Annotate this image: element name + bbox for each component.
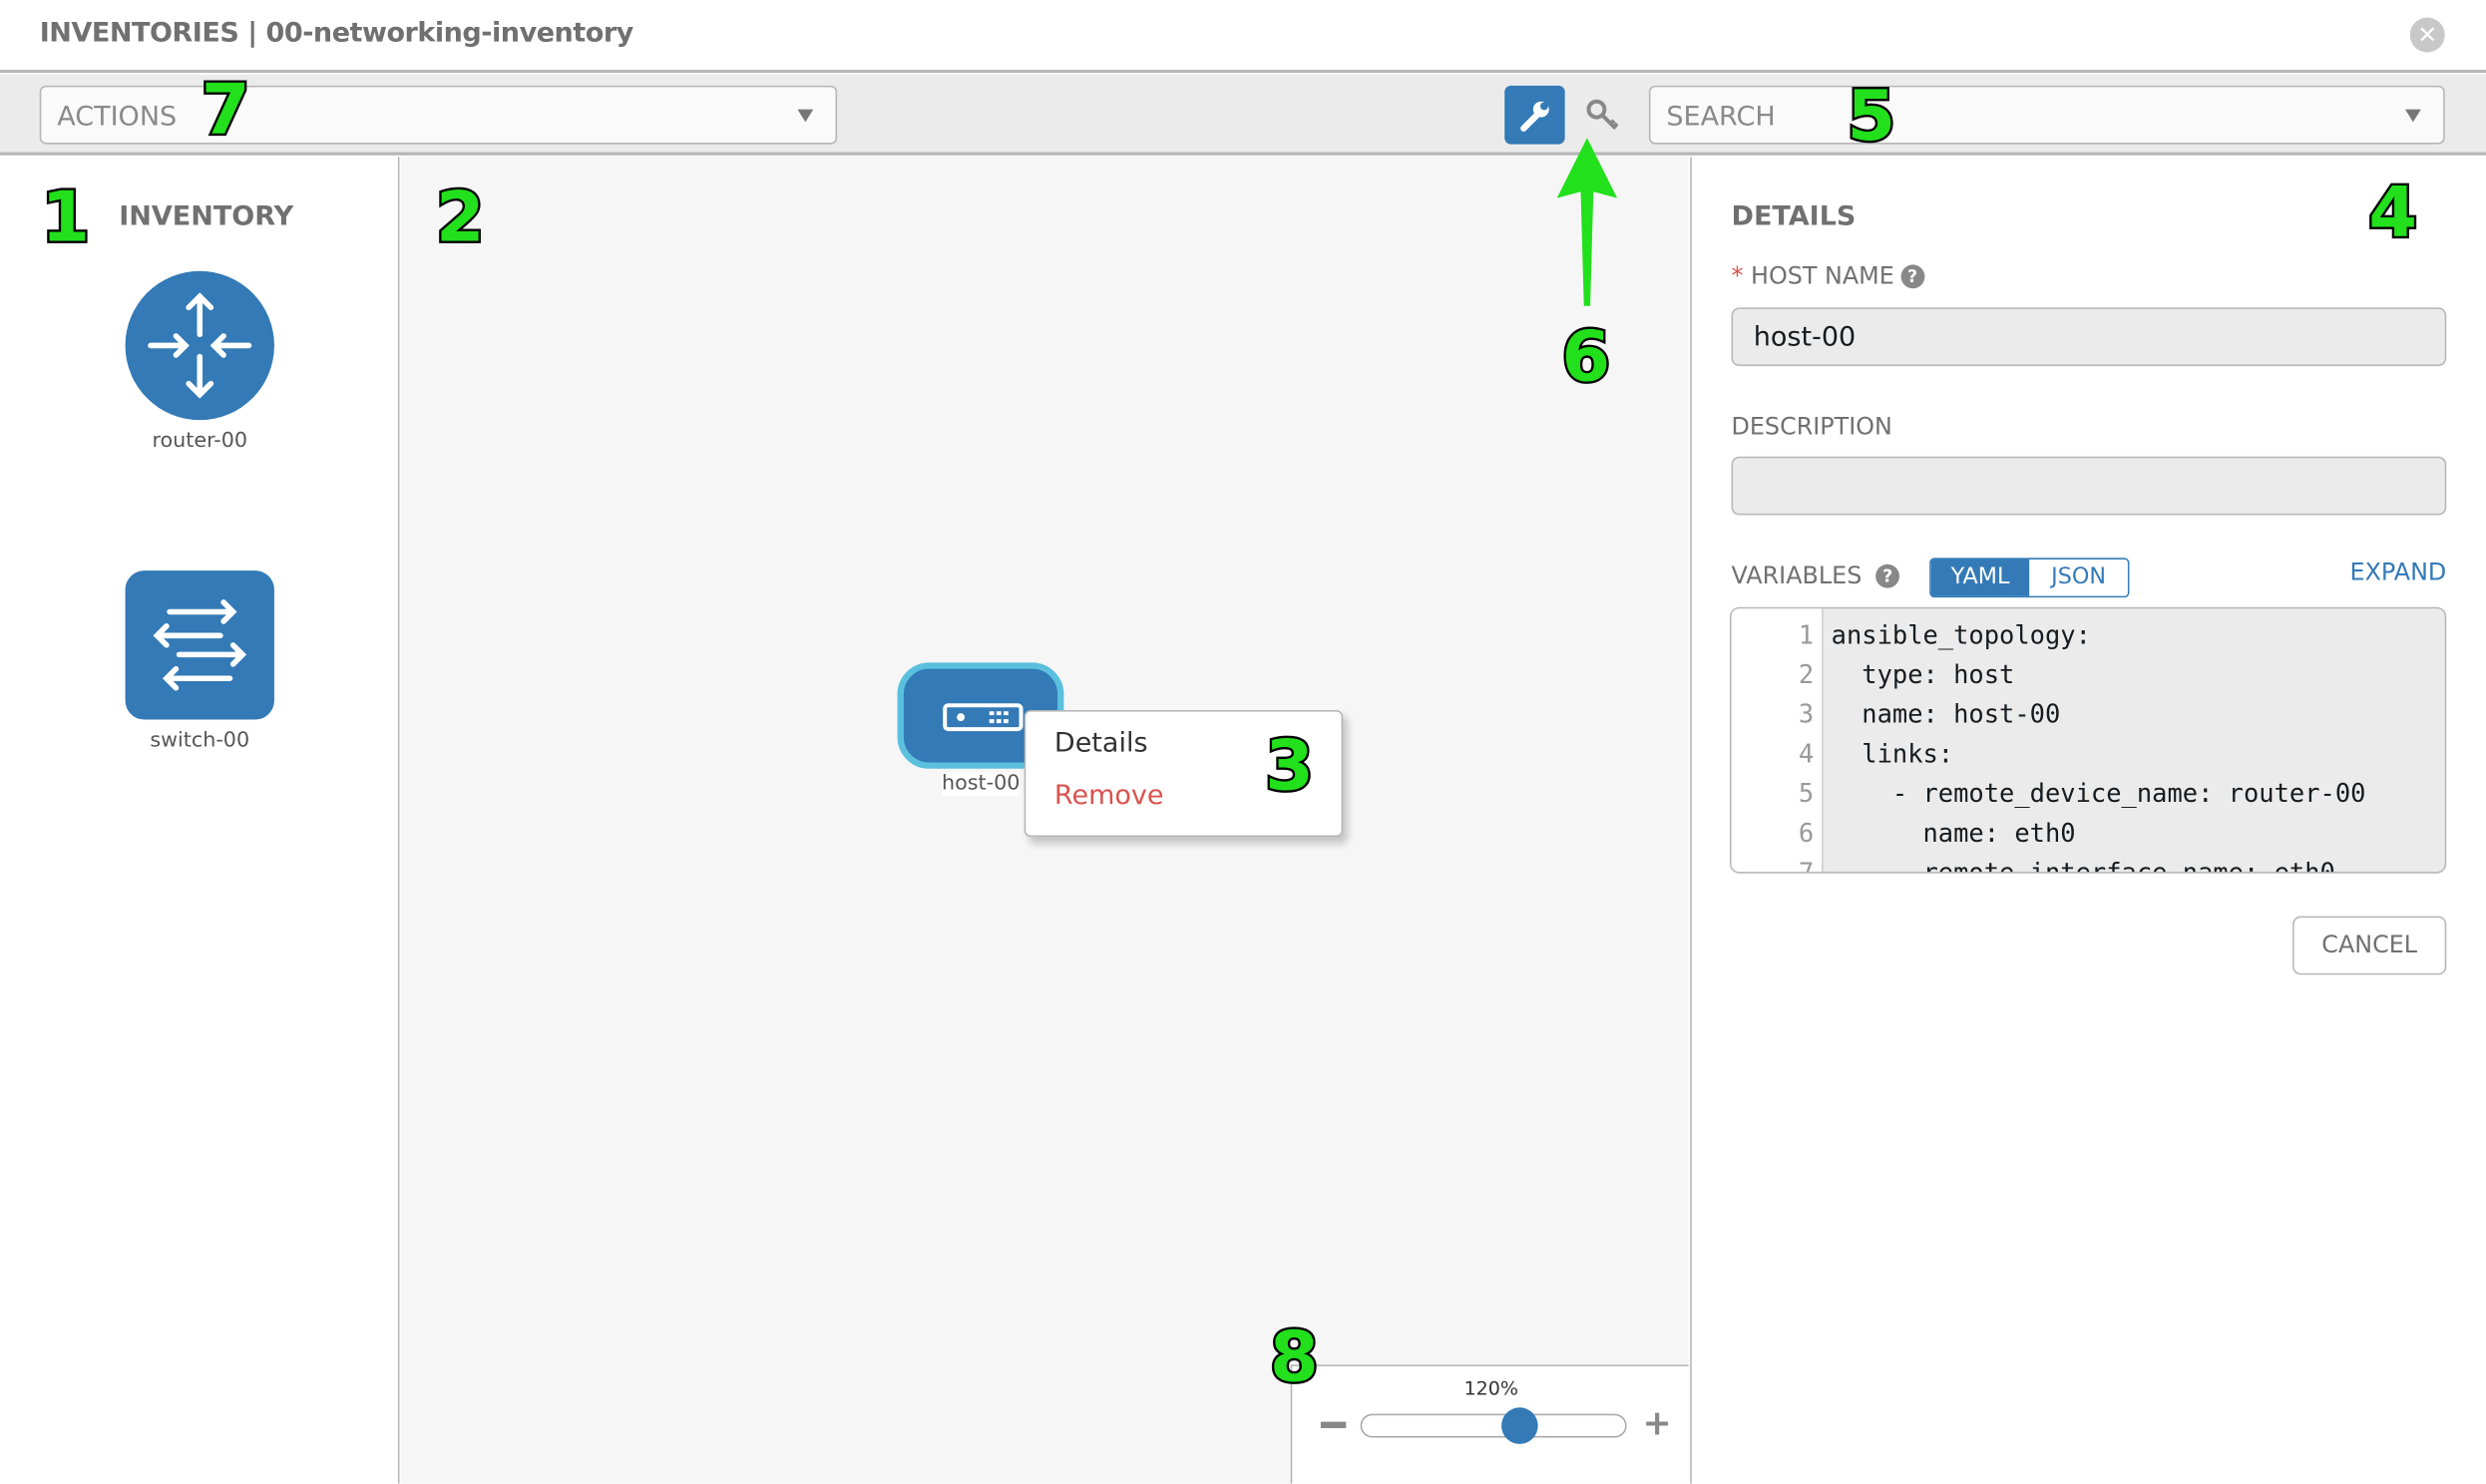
inventory-title: INVENTORY xyxy=(119,200,294,233)
code-line: remote_interface_name: eth0 xyxy=(1831,857,2335,874)
variables-editor[interactable]: 1 2 3 4 5 6 7 ansible_topology: type: host nam… xyxy=(1729,606,2447,874)
zoom-out-icon[interactable] xyxy=(1320,1421,1347,1428)
switch-item[interactable] xyxy=(125,570,274,720)
close-icon[interactable]: ✕ xyxy=(2409,17,2445,53)
annotation-5: 5 xyxy=(1845,76,1897,158)
switch-icon xyxy=(153,599,247,691)
help-icon[interactable]: ? xyxy=(1875,563,1900,588)
code-line: - remote_device_name: router-00 xyxy=(1831,778,2366,809)
switch-label: switch-00 xyxy=(150,729,250,753)
key-icon xyxy=(1586,99,1619,131)
annotation-8: 8 xyxy=(1268,1316,1321,1398)
line-gutter: 1 2 3 4 5 6 7 xyxy=(1731,608,1824,874)
line-number: 5 xyxy=(1798,778,1815,809)
variables-label: VARIABLES ? xyxy=(1731,560,1900,590)
wrench-button[interactable] xyxy=(1504,85,1565,145)
chevron-down-icon xyxy=(797,109,814,123)
zoom-slider[interactable] xyxy=(1360,1413,1627,1438)
router-icon xyxy=(148,292,252,399)
zoom-control: 120% + xyxy=(1290,1364,1689,1484)
annotation-3: 3 xyxy=(1263,725,1316,807)
required-mark: * xyxy=(1731,261,1744,290)
chevron-down-icon xyxy=(2404,109,2421,123)
variables-label-text: VARIABLES xyxy=(1731,560,1863,590)
router-item[interactable] xyxy=(125,270,274,421)
annotation-6: 6 xyxy=(1559,316,1612,398)
zoom-in-icon[interactable]: + xyxy=(1642,1404,1672,1444)
yaml-toggle[interactable]: YAML xyxy=(1930,559,2030,596)
search-placeholder: SEARCH xyxy=(1666,101,1776,134)
context-menu: Details Remove xyxy=(1024,710,1344,838)
code-line: links: xyxy=(1831,738,1954,769)
line-number: 4 xyxy=(1798,738,1815,769)
menu-item-remove[interactable]: Remove xyxy=(1053,779,1164,812)
code-line: ansible_topology: xyxy=(1831,619,2091,650)
zoom-slider-thumb[interactable] xyxy=(1501,1407,1539,1444)
search-dropdown[interactable]: SEARCH xyxy=(1648,85,2445,145)
host-name-label: * HOST NAME? xyxy=(1732,261,1924,290)
line-number: 3 xyxy=(1798,698,1815,730)
json-toggle[interactable]: JSON xyxy=(2029,559,2128,596)
code-line: name: host-00 xyxy=(1831,698,2061,730)
line-number: 6 xyxy=(1798,818,1815,849)
format-toggle: YAML JSON xyxy=(1929,557,2130,598)
wrench-icon xyxy=(1520,101,1549,132)
annotation-7: 7 xyxy=(199,69,251,151)
description-label: DESCRIPTION xyxy=(1731,412,1892,441)
host-name-label-text: HOST NAME xyxy=(1751,261,1894,290)
code-line: type: host xyxy=(1831,659,2015,690)
actions-dropdown[interactable]: ACTIONS xyxy=(39,85,838,145)
code-line: name: eth0 xyxy=(1831,818,2076,849)
line-number: 7 xyxy=(1798,857,1815,874)
key-button[interactable] xyxy=(1582,95,1623,136)
help-icon[interactable]: ? xyxy=(1900,264,1924,289)
host-label: host-00 xyxy=(942,771,1021,796)
annotation-2: 2 xyxy=(434,178,487,259)
header: INVENTORIES | 00-networking-inventory ✕ xyxy=(0,0,2486,74)
line-number: 1 xyxy=(1798,619,1815,650)
inventory-panel: INVENTORY router-00 switch-00 xyxy=(0,157,400,1484)
line-number: 2 xyxy=(1798,659,1815,690)
annotation-4: 4 xyxy=(2366,173,2419,254)
host-icon xyxy=(943,703,1024,732)
annotation-arrow-icon xyxy=(1556,138,1618,306)
expand-link[interactable]: EXPAND xyxy=(2349,557,2447,587)
host-name-input[interactable]: host-00 xyxy=(1731,307,2447,367)
toolbar: ACTIONS SEARCH xyxy=(0,74,2486,156)
actions-placeholder: ACTIONS xyxy=(57,101,178,134)
description-input[interactable] xyxy=(1731,456,2447,516)
page-title: INVENTORIES | 00-networking-inventory xyxy=(39,17,634,50)
annotation-1: 1 xyxy=(39,178,92,259)
router-label: router-00 xyxy=(152,429,248,454)
menu-item-details[interactable]: Details xyxy=(1053,727,1148,760)
zoom-level: 120% xyxy=(1463,1377,1519,1400)
details-title: DETAILS xyxy=(1731,200,1857,233)
cancel-button[interactable]: CANCEL xyxy=(2292,916,2447,975)
